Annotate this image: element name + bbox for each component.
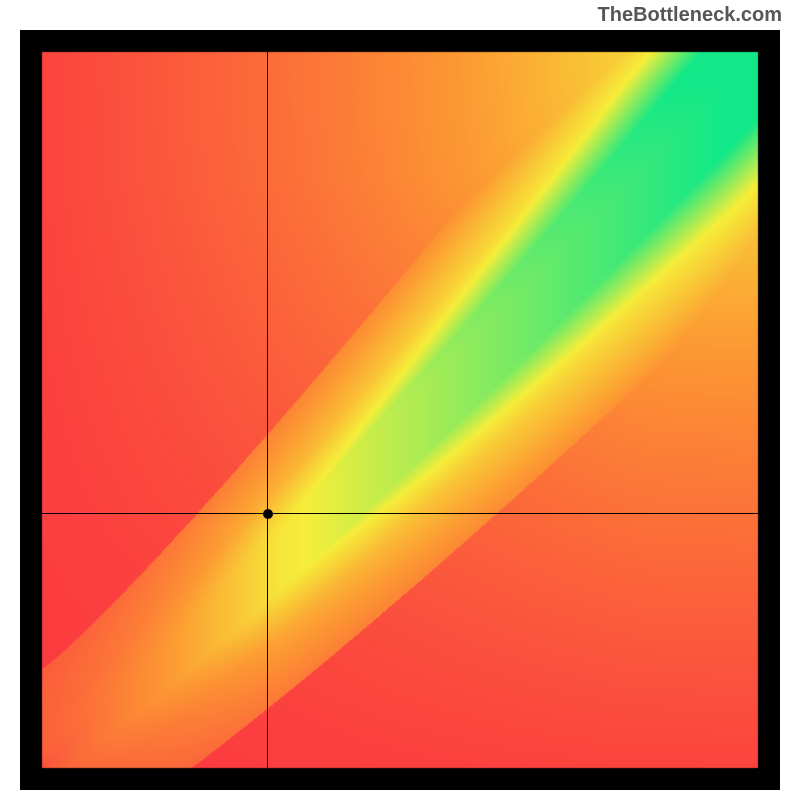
crosshair-vertical bbox=[267, 52, 268, 768]
crosshair-point bbox=[263, 509, 273, 519]
chart-container: TheBottleneck.com bbox=[0, 0, 800, 800]
watermark-text: TheBottleneck.com bbox=[598, 4, 782, 27]
plot-frame bbox=[20, 30, 780, 790]
bottleneck-heatmap bbox=[20, 30, 780, 790]
crosshair-horizontal bbox=[42, 513, 758, 514]
